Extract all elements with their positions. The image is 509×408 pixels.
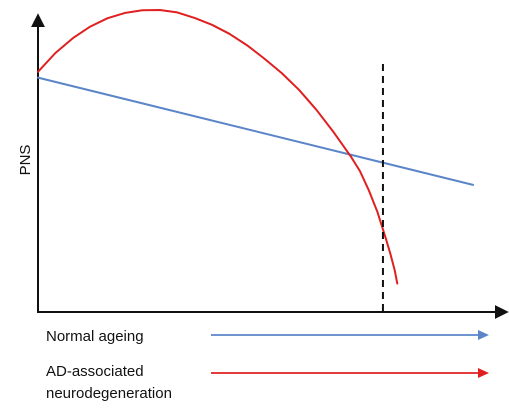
legend-arrowhead-normal-ageing xyxy=(478,330,489,340)
series-line-ad xyxy=(37,9,399,285)
legend-item-normal-ageing: Normal ageing xyxy=(46,328,489,345)
legend-label-ad-neurodegeneration: AD-associated neurodegeneration xyxy=(46,363,172,402)
y-axis-label: PNS xyxy=(17,145,34,176)
legend-label-normal-ageing: Normal ageing xyxy=(46,328,144,345)
legend-item-ad-neurodegeneration: AD-associated neurodegeneration xyxy=(46,363,489,402)
legend-label-ad-line-1: AD-associated xyxy=(46,363,144,380)
series-line-normal xyxy=(37,76,474,186)
legend-arrowhead-ad-neurodegeneration xyxy=(478,368,489,378)
plot-area xyxy=(37,9,474,312)
legend-label-ad-line-2: neurodegeneration xyxy=(46,385,172,402)
legend: Normal ageing AD-associated neurodegener… xyxy=(46,328,489,402)
